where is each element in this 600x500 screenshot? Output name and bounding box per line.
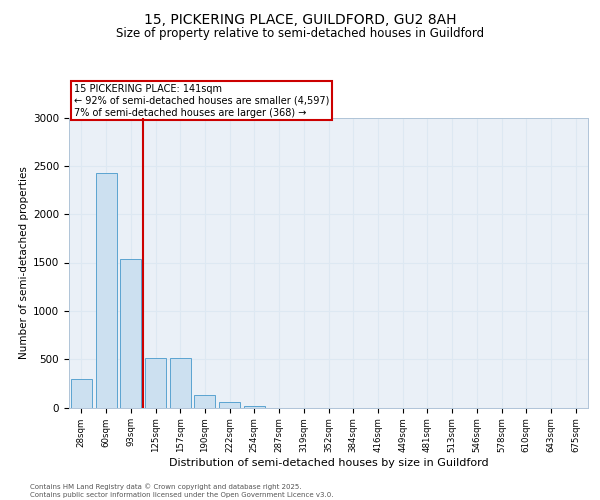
Text: Contains HM Land Registry data © Crown copyright and database right 2025.
Contai: Contains HM Land Registry data © Crown c… (30, 484, 334, 498)
Text: 15 PICKERING PLACE: 141sqm
← 92% of semi-detached houses are smaller (4,597)
7% : 15 PICKERING PLACE: 141sqm ← 92% of semi… (74, 84, 329, 117)
Text: Size of property relative to semi-detached houses in Guildford: Size of property relative to semi-detach… (116, 28, 484, 40)
Bar (244, 406, 265, 407)
Bar (145, 358, 166, 408)
Bar (120, 258, 141, 408)
Bar (219, 402, 240, 407)
Text: 15, PICKERING PLACE, GUILDFORD, GU2 8AH: 15, PICKERING PLACE, GUILDFORD, GU2 8AH (144, 12, 456, 26)
X-axis label: Distribution of semi-detached houses by size in Guildford: Distribution of semi-detached houses by … (169, 458, 488, 468)
Bar (194, 395, 215, 407)
Bar (170, 358, 191, 408)
Bar (71, 378, 92, 408)
Y-axis label: Number of semi-detached properties: Number of semi-detached properties (19, 166, 29, 359)
Bar (95, 172, 116, 408)
